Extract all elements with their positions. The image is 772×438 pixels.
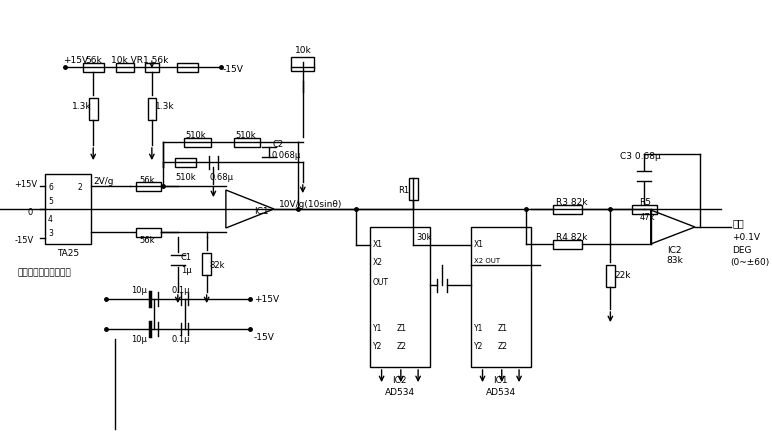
Bar	[145, 64, 158, 72]
Text: X1: X1	[474, 240, 484, 248]
Bar	[177, 64, 198, 72]
Text: Z2: Z2	[397, 341, 407, 350]
Text: AD534: AD534	[486, 387, 516, 396]
Text: TA25: TA25	[57, 248, 80, 258]
Text: 1.3k: 1.3k	[154, 102, 174, 111]
Text: Y2: Y2	[474, 341, 483, 350]
Text: 510k: 510k	[185, 131, 206, 140]
Bar	[117, 64, 134, 72]
Text: 510k: 510k	[235, 131, 256, 140]
Bar	[553, 205, 581, 214]
Bar	[175, 158, 196, 167]
Text: (0~±60): (0~±60)	[730, 258, 770, 266]
Text: 56k: 56k	[86, 56, 103, 65]
Bar	[147, 99, 156, 121]
Bar	[83, 64, 103, 72]
Bar	[234, 138, 260, 147]
Text: 56k: 56k	[140, 236, 155, 244]
Text: +0.1V: +0.1V	[733, 233, 760, 241]
Text: 输出: 输出	[733, 218, 744, 227]
Text: 2: 2	[78, 183, 83, 191]
Text: 56k: 56k	[140, 176, 155, 184]
Text: X2 OUT: X2 OUT	[474, 258, 500, 263]
Text: 10k VR1 56k: 10k VR1 56k	[111, 56, 169, 65]
Text: 5: 5	[48, 197, 53, 205]
Text: C3 0.68μ: C3 0.68μ	[620, 152, 661, 161]
Bar	[471, 227, 530, 367]
Text: OUT: OUT	[373, 277, 389, 286]
Text: C2: C2	[272, 140, 283, 148]
Text: AD534: AD534	[384, 387, 415, 396]
Text: 1.3k: 1.3k	[72, 102, 92, 111]
Text: 10k: 10k	[295, 46, 312, 55]
Text: -15V: -15V	[223, 65, 244, 74]
Text: 82k: 82k	[209, 261, 225, 269]
Text: C1: C1	[181, 252, 191, 261]
Bar	[553, 240, 581, 249]
Text: 6: 6	[48, 183, 53, 191]
Text: 3: 3	[48, 229, 53, 237]
Bar	[409, 179, 418, 201]
Text: 0.1μ: 0.1μ	[171, 285, 190, 294]
Text: 0.1μ: 0.1μ	[171, 334, 190, 343]
Text: IC2: IC2	[393, 375, 407, 384]
Text: Y2: Y2	[373, 341, 382, 350]
Text: -15V: -15V	[15, 236, 34, 244]
Text: 10μ: 10μ	[130, 334, 147, 343]
Bar	[89, 99, 97, 121]
Text: -15V: -15V	[254, 332, 275, 341]
Text: R3 82k: R3 82k	[556, 198, 587, 207]
Text: +15V: +15V	[63, 56, 89, 65]
Text: IC2: IC2	[668, 245, 682, 254]
Text: R4 82k: R4 82k	[556, 233, 587, 241]
Text: 2V/g: 2V/g	[93, 177, 113, 186]
Text: R5: R5	[639, 198, 652, 207]
Text: R1: R1	[398, 186, 409, 194]
Text: 0: 0	[28, 208, 33, 216]
Text: Z2: Z2	[498, 341, 508, 350]
Text: IC1: IC1	[254, 207, 269, 216]
Text: Z1: Z1	[397, 323, 407, 332]
Text: DEG: DEG	[733, 245, 752, 254]
Text: （输入轴方向：水平）: （输入轴方向：水平）	[17, 267, 71, 276]
Bar	[291, 58, 314, 72]
Text: 0.068μ: 0.068μ	[271, 151, 300, 159]
Text: 83k: 83k	[666, 255, 683, 265]
Text: Z1: Z1	[498, 323, 508, 332]
Text: IC1: IC1	[493, 375, 508, 384]
Bar	[46, 175, 91, 244]
Bar	[137, 228, 161, 237]
Text: X1: X1	[373, 240, 383, 248]
Text: 30k: 30k	[416, 233, 432, 241]
Text: 10μ: 10μ	[130, 285, 147, 294]
Text: 1μ: 1μ	[181, 265, 191, 274]
Bar	[370, 227, 430, 367]
Text: 10V/g(10sinθ): 10V/g(10sinθ)	[279, 200, 342, 208]
Text: +15V: +15V	[254, 294, 279, 303]
Text: X2: X2	[373, 258, 383, 266]
Text: Y1: Y1	[373, 323, 382, 332]
Text: 510k: 510k	[175, 173, 195, 182]
Text: Y1: Y1	[474, 323, 483, 332]
Text: 47k: 47k	[639, 212, 655, 222]
Text: +15V: +15V	[15, 180, 38, 189]
Bar	[202, 254, 211, 276]
Bar	[184, 138, 211, 147]
Bar	[631, 205, 656, 214]
Text: 22k: 22k	[615, 270, 631, 279]
Bar	[137, 182, 161, 191]
Text: 0.68μ: 0.68μ	[209, 173, 234, 182]
Text: 4: 4	[48, 215, 53, 223]
Bar	[606, 265, 615, 287]
